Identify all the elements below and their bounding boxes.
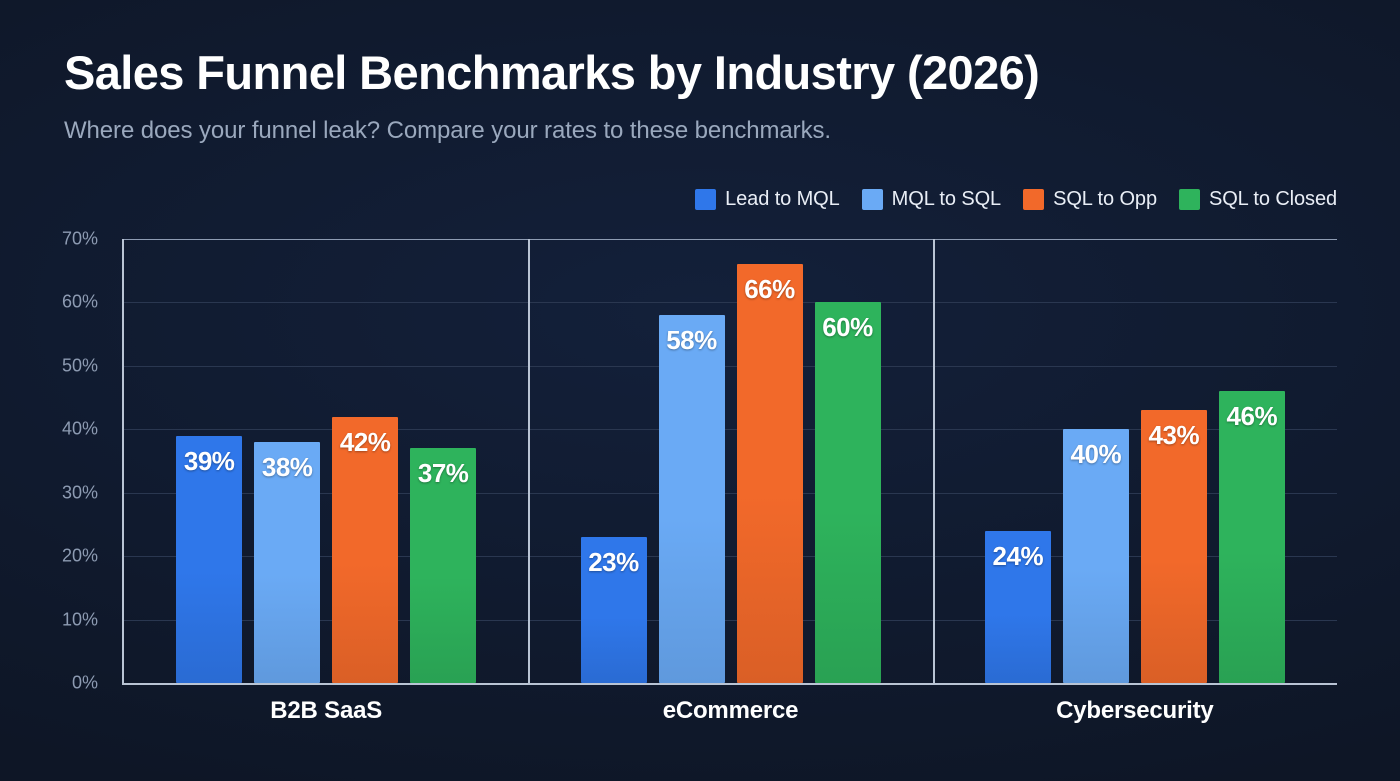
bar[interactable]: 39% xyxy=(176,435,243,683)
gridline xyxy=(124,429,1337,431)
bar-value-label: 60% xyxy=(822,312,873,343)
bar-value-label: 39% xyxy=(183,445,235,476)
bar[interactable]: 24% xyxy=(984,530,1051,683)
y-axis-tick-label: 60% xyxy=(61,291,98,312)
bar-value-label: 24% xyxy=(992,540,1044,571)
group-separator xyxy=(528,239,531,683)
plot-area: 39% 38% 42% 37% 23% 58% 66% 60% 24% 40% 43% 46% xyxy=(122,239,1337,685)
group-separator xyxy=(932,239,935,683)
legend-swatch-icon xyxy=(1023,188,1045,210)
legend-item[interactable]: SQL to Opp xyxy=(1023,186,1157,212)
legend-item[interactable]: MQL to SQL xyxy=(861,186,1002,212)
bar[interactable]: 46% xyxy=(1218,391,1285,683)
bar-value-label: 42% xyxy=(339,426,391,457)
gridline xyxy=(124,619,1337,621)
y-axis-tick-label: 70% xyxy=(61,228,98,249)
legend-item-label: SQL to Opp xyxy=(1053,187,1157,210)
y-axis-tick-label: 50% xyxy=(61,355,98,376)
y-axis-tick-label: 10% xyxy=(61,609,98,630)
legend-item[interactable]: Lead to MQL xyxy=(695,186,840,212)
bar[interactable]: 66% xyxy=(736,264,803,683)
bar-value-label: 37% xyxy=(417,458,469,489)
page-title: Sales Funnel Benchmarks by Industry (202… xyxy=(64,46,1040,99)
bar[interactable]: 38% xyxy=(254,441,321,683)
bar[interactable]: 43% xyxy=(1140,410,1207,683)
bar-value-label: 66% xyxy=(744,274,795,305)
bar-value-label: 58% xyxy=(666,325,717,356)
gridline xyxy=(124,556,1337,558)
page-subtitle: Where does your funnel leak? Compare you… xyxy=(64,117,831,144)
bar[interactable]: 60% xyxy=(814,302,881,683)
y-axis-line xyxy=(122,239,124,683)
legend-item[interactable]: SQL to Closed xyxy=(1178,186,1337,212)
legend-item-label: MQL to SQL xyxy=(891,187,1002,210)
bar-value-label: 23% xyxy=(588,547,639,578)
plot-gridlines xyxy=(124,239,1337,683)
y-axis-tick-label: 0% xyxy=(71,672,98,693)
y-axis-tick-labels: 0% 10% 20% 30% 40% 50% 60% 70% xyxy=(0,229,110,693)
x-axis-category-labels: B2B SaaS eCommerce Cybersecurity xyxy=(124,697,1337,737)
bar-value-label: 38% xyxy=(261,451,313,482)
bar[interactable]: 37% xyxy=(410,448,477,683)
x-axis-line xyxy=(122,683,1337,685)
gridline xyxy=(124,239,1337,240)
bar[interactable]: 40% xyxy=(1062,429,1129,683)
bar[interactable]: 23% xyxy=(580,537,647,683)
legend-swatch-icon xyxy=(861,188,883,210)
gridline xyxy=(124,365,1337,367)
legend-swatch-icon xyxy=(695,188,717,210)
bar-value-label: 46% xyxy=(1226,401,1278,432)
bar-value-label: 43% xyxy=(1148,420,1200,451)
x-axis-category-label: Cybersecurity xyxy=(1056,697,1214,724)
legend-item-label: Lead to MQL xyxy=(725,187,840,210)
gridline xyxy=(124,302,1337,304)
gridline xyxy=(124,492,1337,494)
legend-swatch-icon xyxy=(1178,188,1200,210)
y-axis-tick-label: 20% xyxy=(61,545,98,566)
chart-legend: Lead to MQL MQL to SQL SQL to Opp SQL to Cl… xyxy=(695,186,1337,212)
bar[interactable]: 58% xyxy=(658,315,725,683)
bar[interactable]: 42% xyxy=(332,416,399,683)
legend-item-label: SQL to Closed xyxy=(1208,187,1337,210)
y-axis-tick-label: 30% xyxy=(61,482,98,503)
y-axis-tick-label: 40% xyxy=(61,418,98,439)
x-axis-category-label: eCommerce xyxy=(662,697,799,724)
x-axis-category-label: B2B SaaS xyxy=(270,697,383,724)
bar-value-label: 40% xyxy=(1070,439,1122,470)
